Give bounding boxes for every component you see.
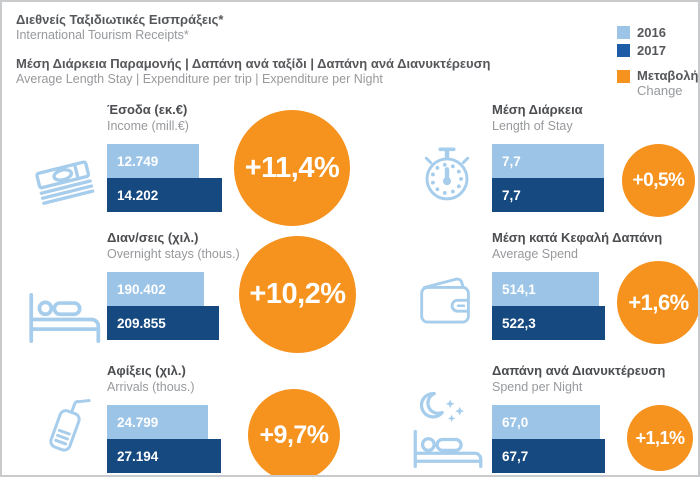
bar-value-2016: 514,1 (502, 281, 536, 297)
panel-title-greek: Αφίξεις (χιλ.) (107, 363, 186, 378)
panel-length-of-stay: Μέση Διάρκεια Length of Stay 7,7 7,7 +0,… (410, 102, 698, 230)
change-badge-overnight-stays: +10,2% (239, 236, 356, 353)
bar-2017-overnight-stays: 209.855 (107, 306, 219, 340)
panel-average-spend: Μέση κατά Κεφαλή Δαπάνη Average Spend 51… (410, 230, 698, 360)
bar-2016-spend-per-night: 67,0 (492, 405, 600, 439)
bar-value-2016: 7,7 (502, 153, 521, 169)
bar-value-2017: 209.855 (117, 315, 166, 331)
bar-value-2017: 7,7 (502, 187, 521, 203)
bar-2017-income: 14.202 (107, 178, 222, 212)
page-title-greek: Διεθνείς Ταξιδιωτικές Εισπράξεις* (16, 12, 224, 27)
panel-income: Έσοδα (εκ.€) Income (mill.€) 12.749 14.2… (30, 102, 362, 230)
bar-2017-spend-per-night: 67,7 (492, 439, 605, 473)
legend-label-change-greek: Μεταβολή (637, 68, 699, 83)
legend-swatch-2017 (617, 44, 630, 57)
change-badge-spend-per-night: +1,1% (627, 405, 693, 471)
bar-value-2016: 67,0 (502, 414, 529, 430)
legend-item-2017: 2017 (617, 43, 698, 58)
suitcase-icon (36, 387, 102, 471)
panel-title-english: Income (mill.€) (107, 119, 189, 133)
panel-arrivals: Αφίξεις (χιλ.) Arrivals (thous.) 24.799 … (30, 363, 362, 475)
panel-title-english: Average Spend (492, 247, 578, 261)
page-title-english: International Tourism Receipts* (16, 28, 189, 42)
panel-title-english: Overnight stays (thous.) (107, 247, 240, 261)
panel-title-greek: Δαπάνη ανά Διανυκτέρευση (492, 363, 666, 378)
change-badge-income: +11,4% (234, 110, 350, 226)
money-stack-icon (30, 146, 104, 220)
change-badge-length-of-stay: +0,5% (622, 144, 695, 217)
change-badge-average-spend: +1,6% (617, 261, 698, 344)
bar-2016-overnight-stays: 190.402 (107, 272, 204, 306)
bar-value-2016: 12.749 (117, 153, 159, 169)
bar-2016-average-spend: 514,1 (492, 272, 599, 306)
panel-overnight-stays: Διαν/σεις (χιλ.) Overnight stays (thous.… (29, 230, 362, 360)
panel-title-greek: Έσοδα (εκ.€) (107, 102, 188, 117)
legend-label-2016: 2016 (637, 25, 666, 40)
section-heading-greek: Μέση Διάρκεια Παραμονής | Δαπάνη ανά ταξ… (16, 56, 491, 71)
bar-2016-length-of-stay: 7,7 (492, 144, 604, 178)
legend-item-2016: 2016 (617, 25, 698, 40)
bar-value-2017: 522,3 (502, 315, 536, 331)
section-heading-english: Average Length Stay | Expenditure per tr… (16, 72, 383, 86)
legend-swatch-change (617, 70, 630, 83)
bar-2016-arrivals: 24.799 (107, 405, 208, 439)
legend-item-change: Μεταβολή Change (617, 68, 698, 98)
panel-title-greek: Μέση Διάρκεια (492, 102, 583, 117)
panel-title-greek: Μέση κατά Κεφαλή Δαπάνη (492, 230, 663, 245)
bar-2017-length-of-stay: 7,7 (492, 178, 604, 212)
bar-value-2016: 24.799 (117, 414, 159, 430)
bed-icon (26, 284, 108, 346)
bar-2017-arrivals: 27.194 (107, 439, 221, 473)
legend: 2016 2017 Μεταβολή Change (617, 25, 698, 98)
change-badge-arrivals: +9,7% (248, 389, 340, 475)
legend-label-change-english: Change (637, 83, 683, 98)
stopwatch-icon (410, 130, 484, 216)
legend-label-2017: 2017 (637, 43, 666, 58)
bar-2016-income: 12.749 (107, 144, 199, 178)
night-bed-icon (408, 383, 488, 475)
bar-value-2017: 14.202 (117, 187, 159, 203)
bar-2017-average-spend: 522,3 (492, 306, 605, 340)
panel-title-english: Arrivals (thous.) (107, 380, 195, 394)
wallet-icon (414, 266, 478, 332)
legend-swatch-2016 (617, 26, 630, 39)
bar-value-2016: 190.402 (117, 281, 166, 297)
panel-title-english: Length of Stay (492, 119, 573, 133)
panel-spend-per-night: Δαπάνη ανά Διανυκτέρευση Spend per Night… (408, 363, 698, 475)
panel-title-greek: Διαν/σεις (χιλ.) (107, 230, 199, 245)
bar-value-2017: 27.194 (117, 448, 159, 464)
bar-value-2017: 67,7 (502, 448, 529, 464)
panel-title-english: Spend per Night (492, 380, 583, 394)
